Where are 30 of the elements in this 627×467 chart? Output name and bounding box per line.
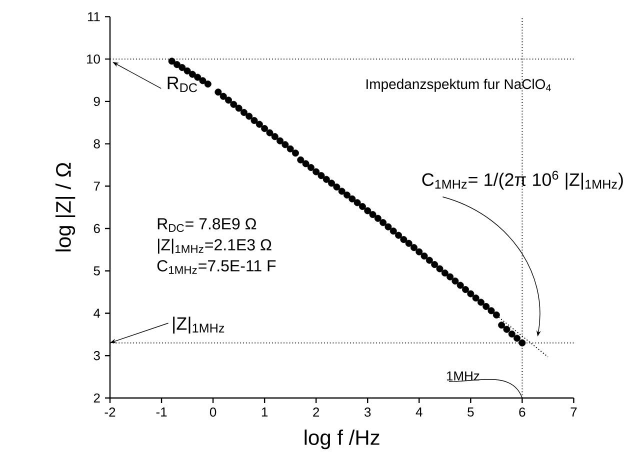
annotation: 1MHz	[446, 371, 480, 380]
y-tick-label: 6	[94, 224, 100, 234]
y-tick-label: 11	[88, 12, 100, 22]
y-tick-label: 8	[94, 139, 100, 148]
y-tick-label: 10	[86, 54, 100, 64]
annotation: C$_{1MHz}$=7.5E-11 F	[157, 260, 276, 274]
annotation: R$_{DC}$	[168, 76, 198, 92]
x-tick-label: 5	[468, 408, 474, 417]
x-tick-label: -1	[156, 408, 167, 416]
x-tick-label: 3	[364, 408, 371, 417]
text: Impedanzspektum fur NaClO$_{4}$	[366, 78, 551, 92]
x-axis-title: log f /Hz	[304, 430, 380, 450]
y-tick-label: 2	[94, 393, 100, 403]
x-tick-label: 2	[313, 408, 320, 417]
y-tick-label: 7	[94, 182, 100, 191]
x-tick-label: 0	[210, 408, 216, 417]
x-tick-label: 6	[519, 408, 526, 417]
x-tick-label: 1	[262, 408, 268, 416]
x-tick-label: 7	[570, 408, 577, 416]
x-tick-label: -2	[104, 408, 116, 417]
annotation: |Z|$_{1MHz}$=2.1E3 Ω	[158, 238, 272, 254]
annotation: R$_{DC}$= 7.8E9 Ω	[158, 218, 256, 232]
annotation: |Z|$_{1MHz}$	[173, 316, 224, 334]
x-tick-label: 4	[416, 408, 422, 416]
y-axis-title: log |Z| / Ω	[55, 162, 76, 252]
y-tick-label: 3	[94, 351, 100, 360]
annotation: C$_{1MHz}$= 1/(2π 10$^{6}$ |Z|$_{1MHz}$)	[422, 170, 623, 190]
y-tick-label: 4	[94, 308, 100, 318]
y-tick-label: 5	[94, 266, 100, 276]
y-tick-label: 9	[94, 96, 100, 106]
